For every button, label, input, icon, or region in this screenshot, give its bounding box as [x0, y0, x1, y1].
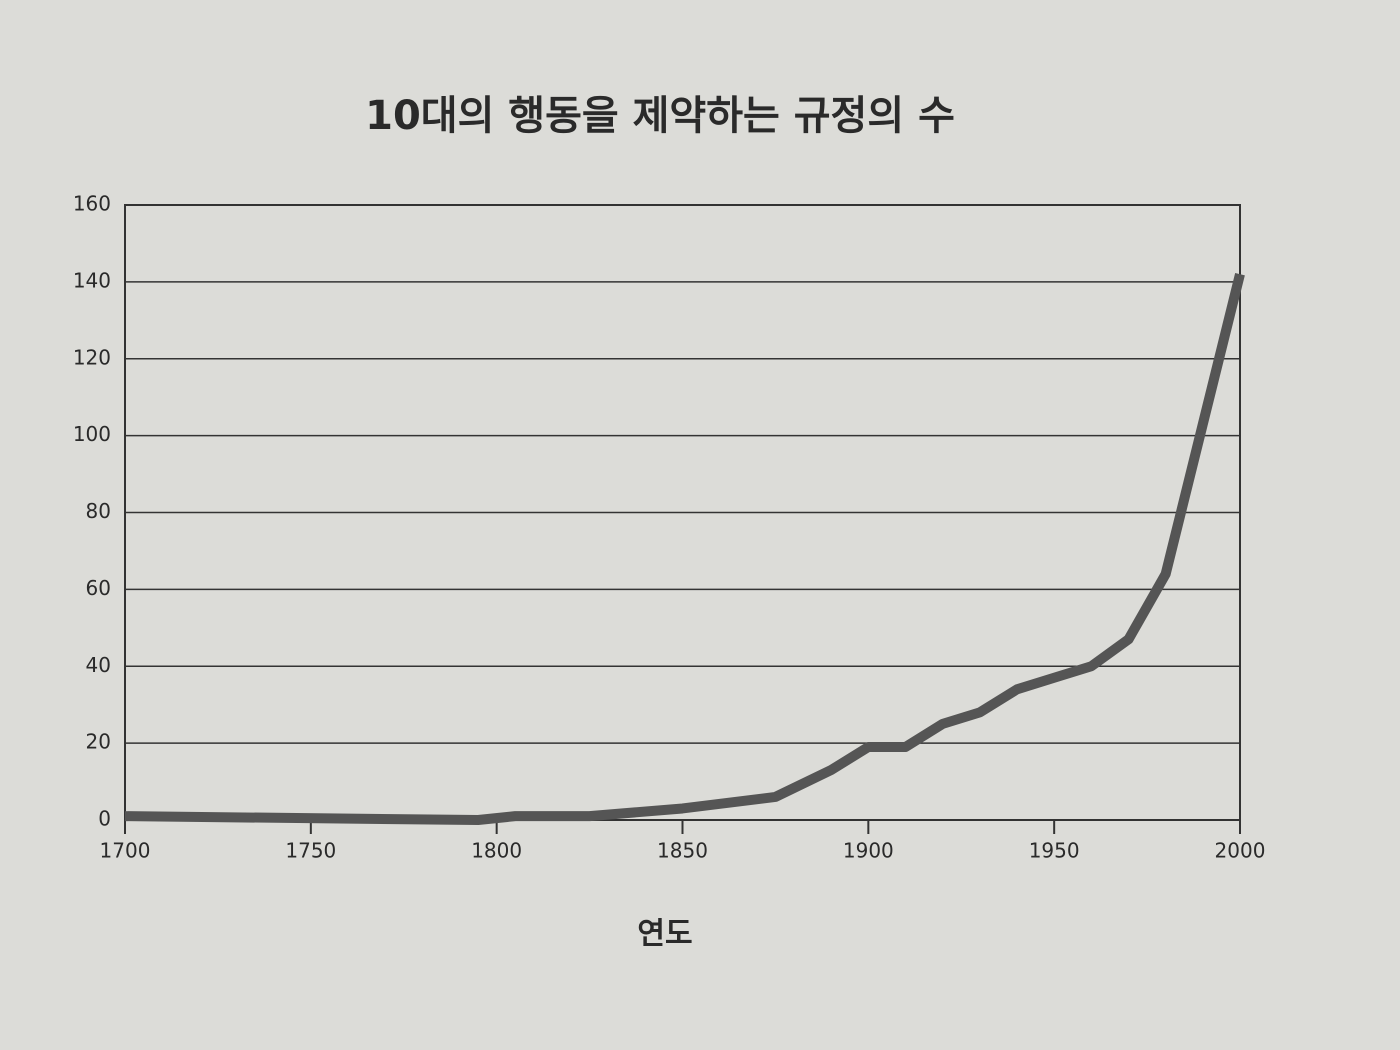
y-tick-label: 160: [73, 192, 111, 216]
y-tick-label: 60: [86, 576, 111, 600]
y-tick-label: 120: [73, 345, 111, 369]
y-tick-label: 100: [73, 422, 111, 446]
x-tick-label: 1900: [843, 839, 894, 863]
x-tick-label: 2000: [1215, 839, 1266, 863]
chart-title: 10대의 행동을 제약하는 규정의 수: [365, 93, 955, 139]
x-tick-label: 1950: [1029, 839, 1080, 863]
y-tick-label: 140: [73, 268, 111, 292]
y-tick-label: 0: [98, 807, 111, 831]
y-tick-label: 80: [86, 499, 111, 523]
x-tick-label: 1700: [100, 839, 151, 863]
x-axis-label: 연도: [637, 917, 692, 952]
x-tick-label: 1850: [657, 839, 708, 863]
x-tick-label: 1800: [471, 839, 522, 863]
data-line: [124, 272, 1245, 825]
y-tick-label: 40: [86, 653, 111, 677]
x-tick-label: 1750: [285, 839, 336, 863]
y-tick-label: 20: [86, 730, 111, 754]
